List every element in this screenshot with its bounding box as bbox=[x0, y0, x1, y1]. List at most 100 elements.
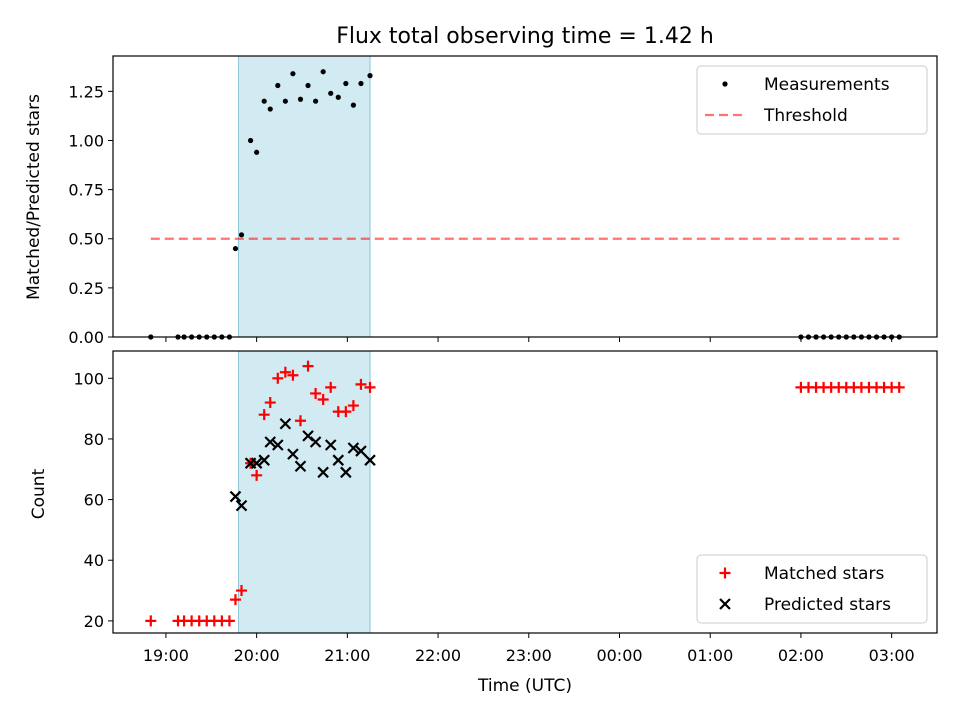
bottom-y-tick-label: 40 bbox=[84, 551, 104, 570]
measurement-point bbox=[305, 82, 311, 89]
matched-star-point bbox=[272, 372, 284, 384]
measurement-point bbox=[275, 82, 281, 89]
measurement-point bbox=[335, 94, 341, 100]
chart-title: Flux total observing time = 1.42 h bbox=[336, 24, 714, 49]
top-legend-box bbox=[696, 65, 928, 135]
predicted-star-point bbox=[250, 457, 263, 469]
top-y-tick-label: 1.00 bbox=[68, 131, 104, 150]
bottom-y-tick-label: 60 bbox=[84, 491, 104, 510]
matched-star-point bbox=[264, 397, 276, 409]
matched-star-point bbox=[223, 615, 235, 627]
predicted-star-point bbox=[235, 499, 248, 512]
legend-x-swatch bbox=[719, 598, 731, 610]
top-y-axis-label: Matched/Predicted stars bbox=[24, 94, 44, 300]
bottom-legend-box bbox=[696, 554, 928, 624]
measurement-point bbox=[358, 80, 364, 87]
predicted-star-point bbox=[229, 490, 242, 503]
matched-star-point bbox=[325, 381, 337, 393]
predicted-star-point bbox=[279, 417, 292, 430]
x-tick-label: 01:00 bbox=[687, 646, 733, 665]
predicted-star-point bbox=[287, 448, 299, 460]
legend-label: Predicted stars bbox=[764, 595, 891, 615]
top-plot-frame bbox=[112, 55, 938, 338]
predicted-star-point bbox=[264, 436, 277, 448]
top-y-tick-label: 0.00 bbox=[68, 328, 104, 347]
predicted-star-point bbox=[355, 445, 367, 457]
matched-star-point bbox=[258, 409, 270, 421]
legend-label: Matched stars bbox=[764, 564, 884, 584]
top-y-tick-label: 1.25 bbox=[68, 82, 104, 101]
matched-star-point bbox=[294, 415, 306, 427]
measurement-point bbox=[297, 96, 304, 102]
measurement-point bbox=[328, 90, 334, 96]
x-tick-label: 00:00 bbox=[596, 646, 642, 665]
predicted-star-point bbox=[347, 442, 360, 454]
top-y-tick-label: 0.25 bbox=[68, 279, 104, 298]
matched-star-point bbox=[317, 394, 329, 406]
bottom-y-tick-label: 100 bbox=[73, 369, 104, 388]
matched-star-point bbox=[251, 469, 263, 481]
x-tick-label: 02:00 bbox=[778, 646, 824, 665]
measurement-point bbox=[290, 71, 296, 77]
top-series-measurements bbox=[148, 69, 902, 340]
x-tick-label: 23:00 bbox=[506, 646, 552, 665]
measurement-point bbox=[350, 102, 356, 108]
matched-star-point bbox=[310, 387, 322, 399]
legend-dot-swatch bbox=[722, 81, 728, 87]
bottom-observing-span bbox=[238, 351, 371, 633]
measurement-point bbox=[238, 232, 245, 238]
matched-star-point bbox=[340, 406, 352, 418]
legend-label: Threshold bbox=[763, 106, 848, 126]
predicted-star-point bbox=[294, 460, 307, 473]
measurement-point bbox=[267, 106, 273, 112]
top-legend: Measurements Threshold bbox=[696, 65, 928, 135]
measurement-point bbox=[232, 245, 239, 252]
predicted-star-point bbox=[258, 454, 270, 466]
predicted-star-point bbox=[332, 454, 345, 466]
bottom-series-predicted-stars bbox=[229, 417, 376, 512]
predicted-star-point bbox=[317, 466, 329, 479]
predicted-star-point bbox=[272, 439, 284, 451]
matched-star-point bbox=[364, 381, 376, 393]
bottom-y-axis-label: Count bbox=[29, 468, 49, 519]
x-tick-label: 19:00 bbox=[143, 646, 189, 665]
bottom-y-tick-label: 80 bbox=[84, 430, 104, 449]
predicted-star-point bbox=[364, 454, 376, 466]
predicted-star-point bbox=[324, 439, 337, 451]
bottom-plot-frame bbox=[112, 350, 938, 634]
measurement-point bbox=[320, 69, 326, 75]
top-observing-span bbox=[238, 56, 371, 337]
matched-star-point bbox=[347, 400, 359, 412]
measurement-point bbox=[367, 73, 373, 79]
matched-star-point bbox=[229, 594, 241, 606]
measurement-point bbox=[247, 137, 254, 144]
predicted-star-point bbox=[309, 436, 322, 448]
measurement-point bbox=[254, 149, 260, 155]
predicted-star-point bbox=[340, 466, 352, 479]
bottom-legend: Matched stars Predicted stars bbox=[696, 554, 928, 624]
bottom-y-tick-label: 20 bbox=[84, 612, 104, 631]
x-tick-label: 21:00 bbox=[324, 646, 370, 665]
matched-star-point bbox=[279, 366, 291, 378]
matched-star-point bbox=[236, 585, 248, 597]
matched-star-point bbox=[355, 378, 367, 390]
x-tick-label: 22:00 bbox=[415, 646, 461, 665]
bottom-panel: 20 40 60 80 100 19:00 20:00 21:00 22:00 23:00 00:0… bbox=[73, 350, 938, 665]
measurement-point bbox=[282, 98, 288, 104]
matched-star-point bbox=[145, 615, 157, 627]
measurement-point bbox=[261, 98, 267, 104]
top-y-tick-label: 0.75 bbox=[68, 181, 104, 200]
legend-plus-swatch bbox=[719, 567, 731, 579]
measurement-point bbox=[343, 80, 349, 87]
legend-label: Measurements bbox=[764, 75, 890, 95]
bottom-series-matched-stars bbox=[145, 360, 905, 627]
matched-star-point bbox=[302, 360, 314, 372]
x-tick-label: 03:00 bbox=[869, 646, 915, 665]
top-panel: 0.00 0.25 0.50 0.75 1.00 1.25 Measurements Thre… bbox=[68, 55, 938, 347]
top-y-tick-label: 0.50 bbox=[68, 230, 104, 249]
matched-star-point bbox=[893, 381, 905, 393]
matched-star-point bbox=[287, 369, 299, 381]
x-axis-label: Time (UTC) bbox=[477, 676, 572, 696]
measurement-point bbox=[312, 98, 319, 104]
